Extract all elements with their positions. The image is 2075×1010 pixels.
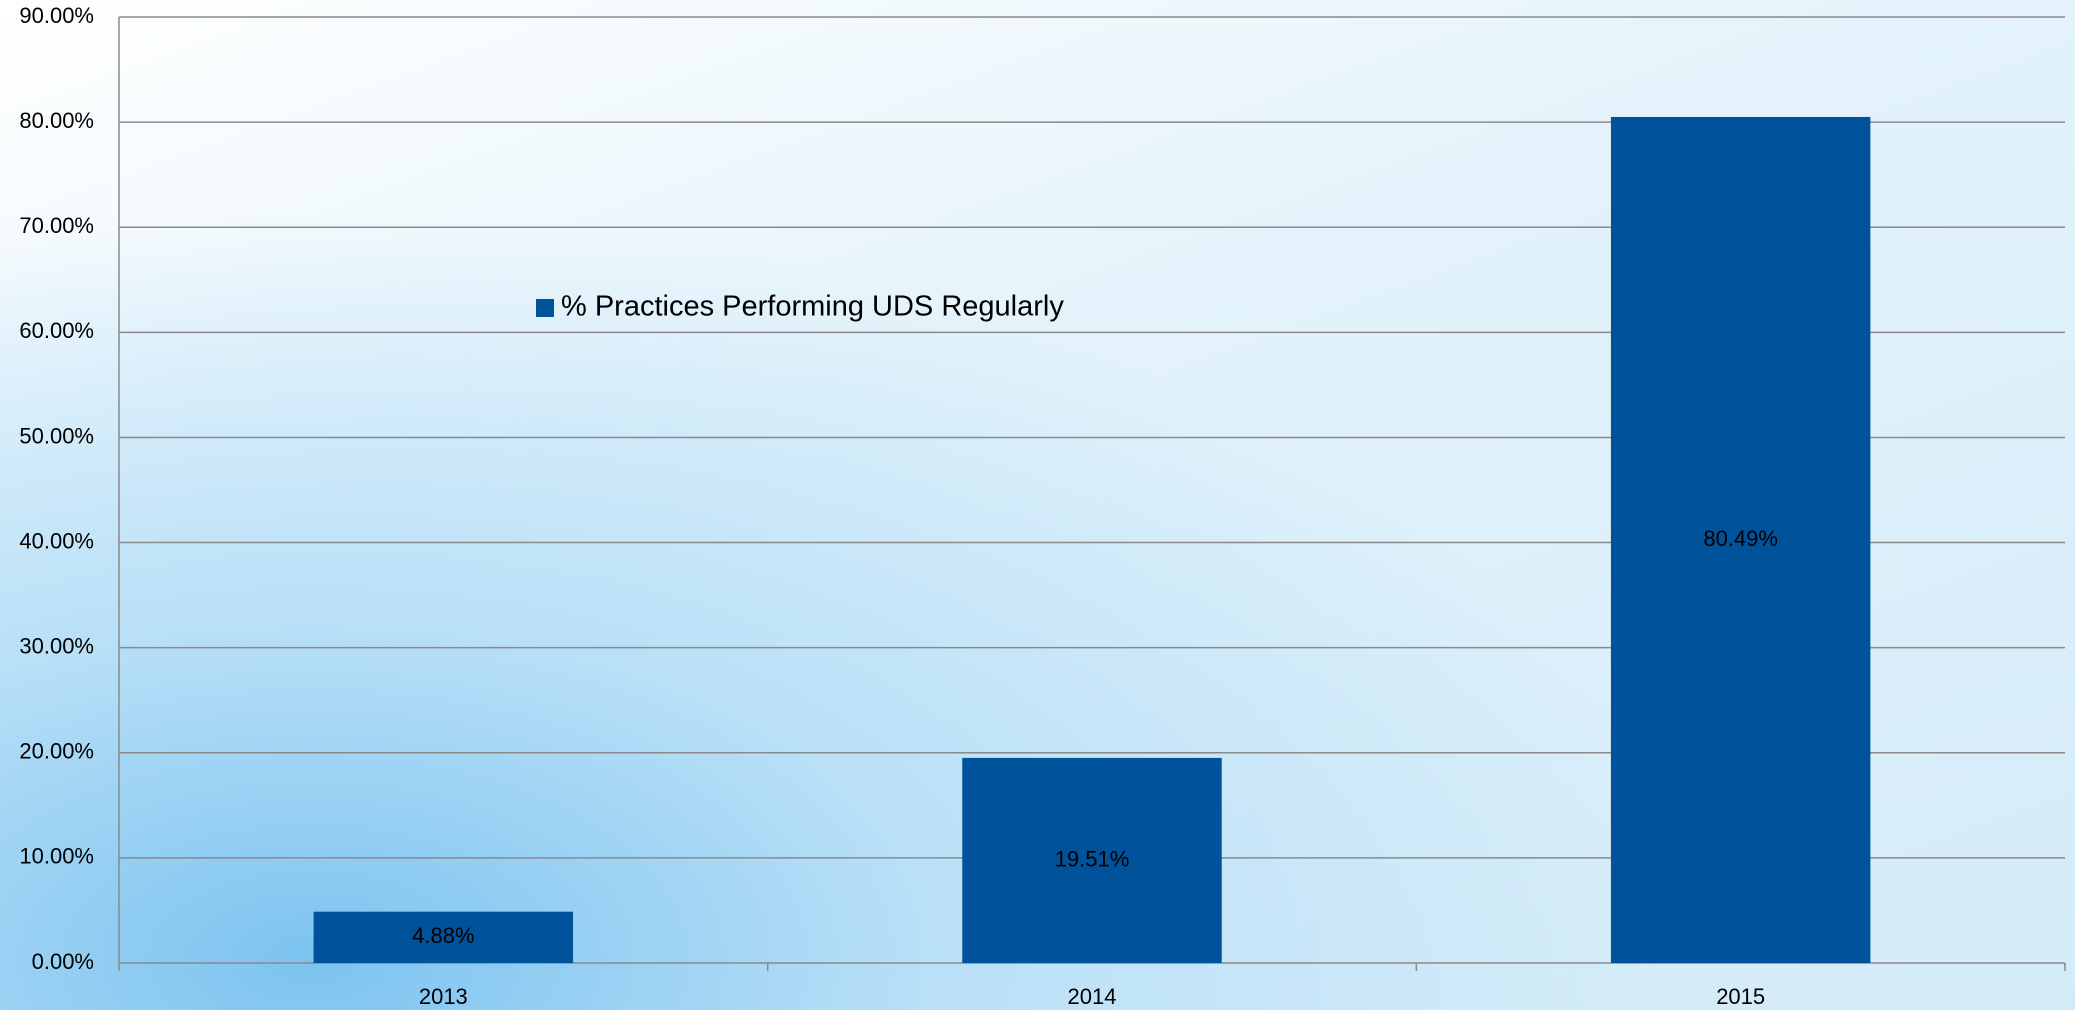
y-tick-label: 60.00% — [19, 318, 94, 343]
data-label: 4.88% — [412, 923, 474, 948]
y-tick-label: 50.00% — [19, 423, 94, 448]
y-tick-label: 70.00% — [19, 213, 94, 238]
bar — [962, 757, 1222, 963]
y-tick-label: 0.00% — [32, 949, 94, 974]
x-tick-label: 2015 — [1716, 984, 1765, 1009]
legend-label: % Practices Performing UDS Regularly — [561, 291, 1064, 323]
data-label: 19.51% — [1055, 846, 1130, 871]
y-tick-label: 10.00% — [19, 844, 94, 869]
y-tick-label: 30.00% — [19, 633, 94, 658]
y-tick-label: 90.00% — [19, 3, 94, 28]
y-tick-label: 20.00% — [19, 739, 94, 764]
legend-swatch — [536, 299, 554, 317]
y-tick-label: 80.00% — [19, 108, 94, 133]
bar — [1610, 116, 1871, 963]
bar — [313, 911, 574, 963]
x-tick-label: 2014 — [1068, 984, 1117, 1009]
data-label: 80.49% — [1703, 526, 1778, 551]
y-tick-label: 40.00% — [19, 528, 94, 553]
x-tick-label: 2013 — [419, 984, 468, 1009]
